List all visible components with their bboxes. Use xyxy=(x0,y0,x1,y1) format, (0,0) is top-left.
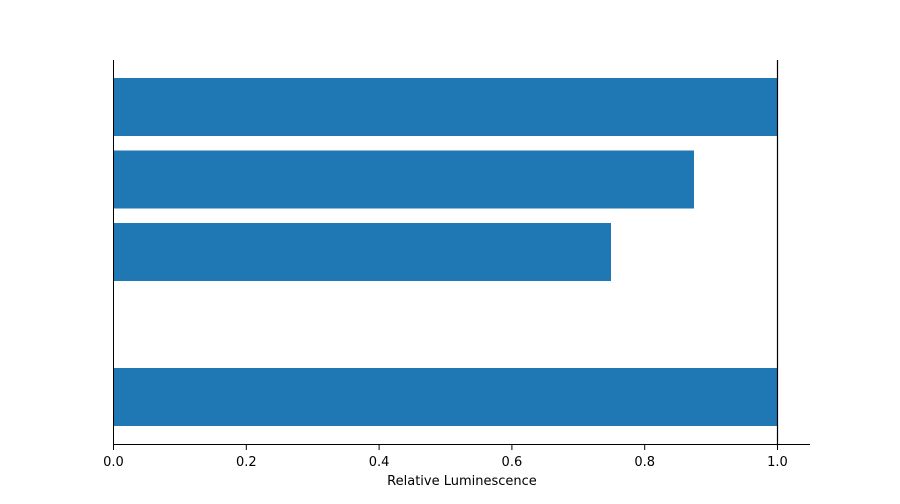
bar-2 xyxy=(113,223,611,281)
bars-layer xyxy=(113,78,777,426)
x-tick-label-2: 0.4 xyxy=(369,455,390,470)
x-axis-label: Relative Luminescence xyxy=(387,474,537,489)
bar-1 xyxy=(113,150,694,209)
bar-0 xyxy=(113,78,777,136)
x-tick-label-4: 0.8 xyxy=(634,455,655,470)
bar-3 xyxy=(113,368,777,426)
x-tick-label-5: 1.0 xyxy=(767,455,788,470)
x-tick-label-1: 0.2 xyxy=(236,455,257,470)
x-ticks-layer: 0.0 0.2 0.4 0.6 0.8 1.0 xyxy=(103,445,788,470)
x-tick-label-0: 0.0 xyxy=(103,455,124,470)
x-tick-label-3: 0.6 xyxy=(502,455,523,470)
